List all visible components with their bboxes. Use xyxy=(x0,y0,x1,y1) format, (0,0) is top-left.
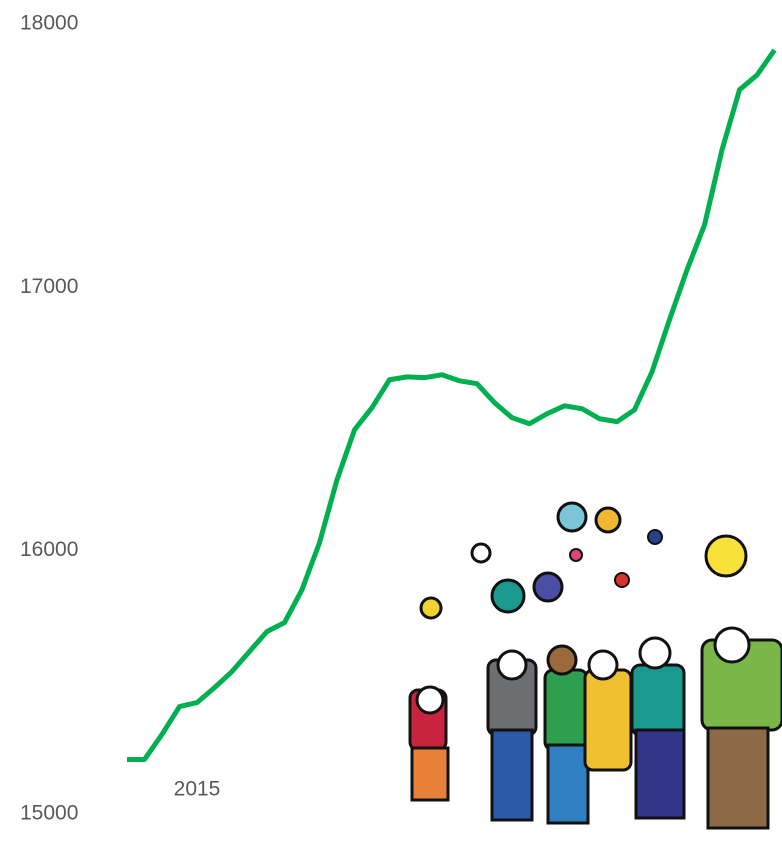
face xyxy=(496,649,528,681)
ball xyxy=(704,534,748,578)
ball xyxy=(470,542,492,564)
person xyxy=(410,746,450,802)
person xyxy=(543,668,589,752)
y-tick-label: 16000 xyxy=(20,538,78,561)
face xyxy=(415,685,445,715)
ball xyxy=(614,572,630,588)
line xyxy=(127,48,777,762)
y-tick-label: 15000 xyxy=(20,802,78,825)
ball xyxy=(490,578,526,614)
ball xyxy=(569,548,583,562)
x-tick-label: 2015 xyxy=(174,778,221,801)
y-tick-label: 17000 xyxy=(20,275,78,298)
person xyxy=(583,668,633,772)
illustration xyxy=(408,501,782,830)
face xyxy=(546,644,578,676)
face xyxy=(587,649,619,681)
ball xyxy=(556,501,588,533)
face xyxy=(713,626,751,664)
person xyxy=(630,663,686,737)
person xyxy=(546,743,590,825)
face xyxy=(638,636,672,670)
ball xyxy=(647,529,663,545)
ball xyxy=(594,506,622,534)
ball xyxy=(419,596,443,620)
person xyxy=(706,726,770,830)
y-tick-label: 18000 xyxy=(20,12,78,35)
person xyxy=(490,728,534,822)
person xyxy=(634,728,686,820)
ball xyxy=(532,571,564,603)
